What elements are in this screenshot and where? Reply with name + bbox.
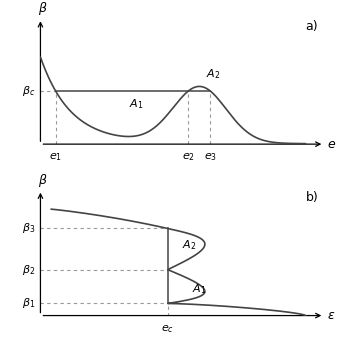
Text: b): b) [306,191,318,204]
Text: $\beta_3$: $\beta_3$ [22,222,35,236]
Text: $A_1$: $A_1$ [192,282,207,296]
Text: $\beta_2$: $\beta_2$ [22,263,35,276]
Text: $A_2$: $A_2$ [206,67,220,81]
Text: $A_1$: $A_1$ [129,97,143,111]
Text: $e_2$: $e_2$ [182,151,195,163]
Text: $\beta$: $\beta$ [38,172,48,189]
Text: $e_1$: $e_1$ [49,151,62,163]
Text: a): a) [306,20,318,33]
Text: $A_2$: $A_2$ [182,238,196,252]
Text: $\epsilon$: $\epsilon$ [327,309,335,322]
Text: $\beta_1$: $\beta_1$ [22,296,35,310]
Text: $e_3$: $e_3$ [204,151,217,163]
Text: $e_c$: $e_c$ [161,323,174,335]
Text: $\beta$: $\beta$ [38,0,48,17]
Text: $e$: $e$ [327,138,336,151]
Text: $\beta_c$: $\beta_c$ [22,84,35,98]
